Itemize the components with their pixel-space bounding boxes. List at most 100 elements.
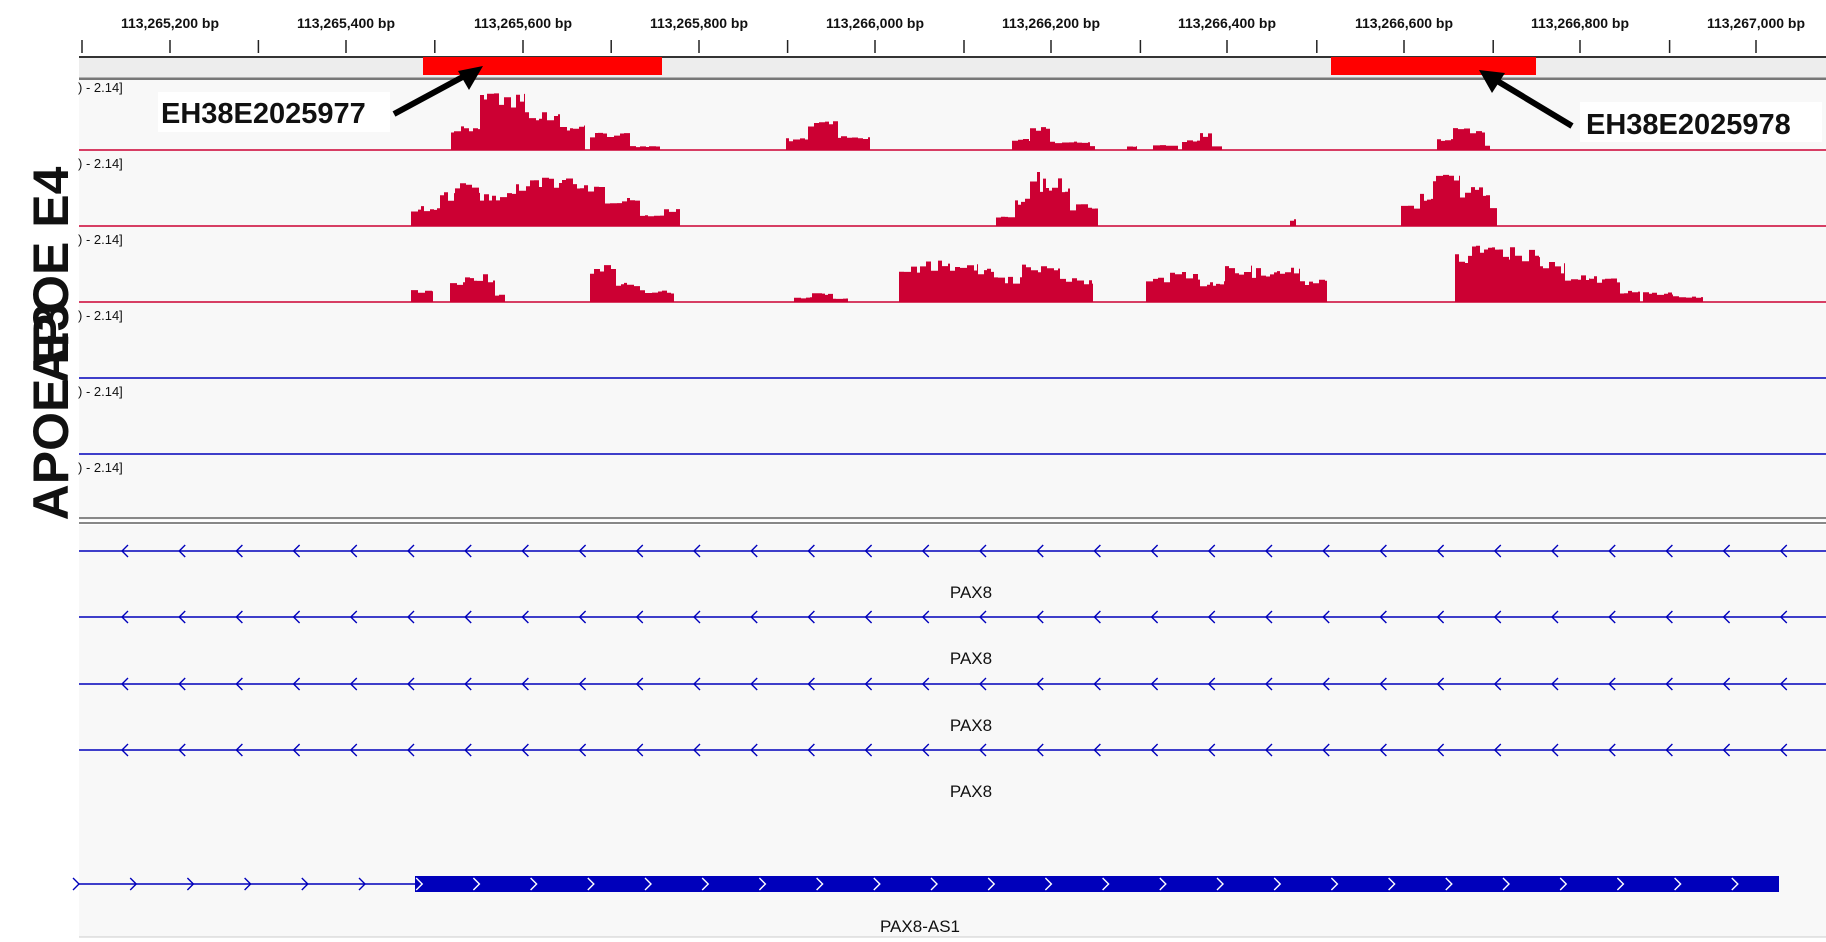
strand-arrow-left-icon xyxy=(1608,544,1616,558)
strand-arrow-left-icon xyxy=(292,677,301,691)
strand-arrow-left-icon xyxy=(1207,544,1216,558)
strand-arrow-right-icon xyxy=(1102,877,1110,891)
strand-arrow-left-icon xyxy=(979,544,987,558)
annotation-right-label: EH38E2025978 xyxy=(1586,109,1791,141)
strand-arrow-left-icon xyxy=(464,743,472,757)
annotation-left: EH38E2025977 xyxy=(158,66,483,132)
signal-track-6[interactable]: ) - 2.14] xyxy=(78,460,123,475)
track-data-range: ) - 2.14] xyxy=(78,232,123,247)
gene-panel-bg xyxy=(79,525,1826,937)
strand-arrow-left-icon xyxy=(807,743,815,757)
ruler[interactable]: 113,265,200 bp 113,265,400 bp 113,265,600 … xyxy=(79,15,1826,58)
gene-track-2[interactable]: PAX8 xyxy=(79,610,1826,668)
strand-arrow-left-icon xyxy=(1207,743,1216,757)
signal-track-1[interactable]: ) - 2.14] xyxy=(78,80,1826,151)
strand-arrow-left-icon xyxy=(693,610,701,624)
strand-arrow-left-icon xyxy=(521,743,529,757)
strand-arrow-right-icon xyxy=(530,877,538,891)
gene-track-1[interactable]: PAX8 xyxy=(79,544,1826,602)
strand-arrow-left-icon xyxy=(349,544,358,558)
strand-arrow-left-icon xyxy=(1436,677,1445,691)
gene-label: PAX8 xyxy=(950,716,992,735)
gene-track-5[interactable]: PAX8-AS1 xyxy=(72,876,1779,936)
strand-arrow-left-icon xyxy=(235,743,243,757)
strand-arrow-left-icon xyxy=(750,677,758,691)
strand-arrow-right-icon xyxy=(186,877,195,891)
strand-arrow-left-icon xyxy=(1608,677,1616,691)
track-data-range: ) - 2.14] xyxy=(78,156,123,171)
strand-arrow-left-icon xyxy=(1036,544,1044,558)
signal-track-3[interactable]: ) - 2.14] xyxy=(78,232,1826,303)
gene-track-4[interactable]: PAX8 xyxy=(79,743,1826,801)
strand-arrow-left-icon xyxy=(807,677,815,691)
strand-arrow-left-icon xyxy=(578,743,587,757)
ruler-tick-label: 113,266,000 bp xyxy=(826,15,924,31)
strand-arrow-left-icon xyxy=(1436,544,1445,558)
strand-arrow-left-icon xyxy=(349,743,358,757)
strand-arrow-left-icon xyxy=(1150,610,1159,624)
strand-arrow-right-icon xyxy=(1445,877,1453,891)
strand-arrow-left-icon xyxy=(578,610,587,624)
gene-tracks: PAX8 PAX8 PAX8 PAX8 PAX8-AS1 xyxy=(72,544,1826,936)
strand-arrow-left-icon xyxy=(1036,677,1044,691)
enhancer-region-left[interactable] xyxy=(423,57,662,75)
strand-arrow-left-icon xyxy=(1322,677,1330,691)
strand-arrow-left-icon xyxy=(1551,677,1559,691)
strand-arrow-left-icon xyxy=(1036,743,1044,757)
gene-track-3[interactable]: PAX8 xyxy=(79,677,1826,735)
annotation-left-bg xyxy=(158,92,390,132)
enhancer-region-right[interactable] xyxy=(1331,57,1536,75)
strand-arrow-left-icon xyxy=(121,544,129,558)
strand-arrow-left-icon xyxy=(1665,677,1673,691)
strand-arrow-right-icon xyxy=(415,877,424,891)
strand-arrow-left-icon xyxy=(864,610,873,624)
strand-arrow-left-icon xyxy=(1093,610,1101,624)
strand-arrow-left-icon xyxy=(864,544,873,558)
strand-arrow-left-icon xyxy=(921,610,930,624)
signal-track-2[interactable]: ) - 2.14] xyxy=(78,156,1826,227)
strand-arrow-right-icon xyxy=(301,877,309,891)
strand-arrow-left-icon xyxy=(1379,610,1387,624)
strand-arrow-left-icon xyxy=(178,677,186,691)
strand-arrow-right-icon xyxy=(1616,877,1625,891)
strand-arrow-left-icon xyxy=(1379,677,1387,691)
strand-arrow-left-icon xyxy=(407,743,415,757)
strand-arrow-left-icon xyxy=(235,610,243,624)
strand-arrow-left-icon xyxy=(1150,544,1159,558)
strand-arrow-left-icon xyxy=(407,544,415,558)
annotation-left-label: EH38E2025977 xyxy=(161,98,366,130)
strand-arrow-left-icon xyxy=(1265,544,1273,558)
signal-track-4[interactable]: ) - 2.14] xyxy=(78,308,1826,379)
strand-arrow-left-icon xyxy=(292,743,301,757)
signal-track-5[interactable]: ) - 2.14] xyxy=(78,384,1826,455)
strand-arrow-left-icon xyxy=(1036,610,1044,624)
strand-arrow-right-icon xyxy=(1674,877,1682,891)
strand-arrow-left-icon xyxy=(1379,544,1387,558)
strand-arrow-left-icon xyxy=(1551,610,1559,624)
track-data-range: ) - 2.14] xyxy=(78,460,123,475)
strand-arrow-right-icon xyxy=(816,877,824,891)
strand-arrow-right-icon xyxy=(244,877,252,891)
strand-arrow-left-icon xyxy=(1779,677,1788,691)
strand-arrow-left-icon xyxy=(178,544,186,558)
strand-arrow-left-icon xyxy=(407,610,415,624)
strand-arrow-left-icon xyxy=(578,544,587,558)
strand-arrow-left-icon xyxy=(1207,677,1216,691)
strand-arrow-left-icon xyxy=(1265,743,1273,757)
strand-arrow-left-icon xyxy=(121,677,129,691)
strand-arrow-left-icon xyxy=(521,544,529,558)
gene-label: PAX8 xyxy=(950,782,992,801)
strand-arrow-right-icon xyxy=(987,877,996,891)
track-data-range: ) - 2.14] xyxy=(78,308,123,323)
ruler-tick-label: 113,266,600 bp xyxy=(1355,15,1453,31)
strand-arrow-left-icon xyxy=(1493,677,1502,691)
ruler-tick-label: 113,265,400 bp xyxy=(297,15,395,31)
strand-arrow-left-icon xyxy=(178,743,186,757)
strand-arrow-left-icon xyxy=(635,544,644,558)
region-track[interactable] xyxy=(79,57,1826,81)
strand-arrow-left-icon xyxy=(1722,610,1731,624)
group-label-e3: APOE E3 xyxy=(23,304,79,521)
strand-arrow-left-icon xyxy=(1722,677,1731,691)
strand-arrow-left-icon xyxy=(464,544,472,558)
annotation-left-arrow-line xyxy=(392,70,472,117)
